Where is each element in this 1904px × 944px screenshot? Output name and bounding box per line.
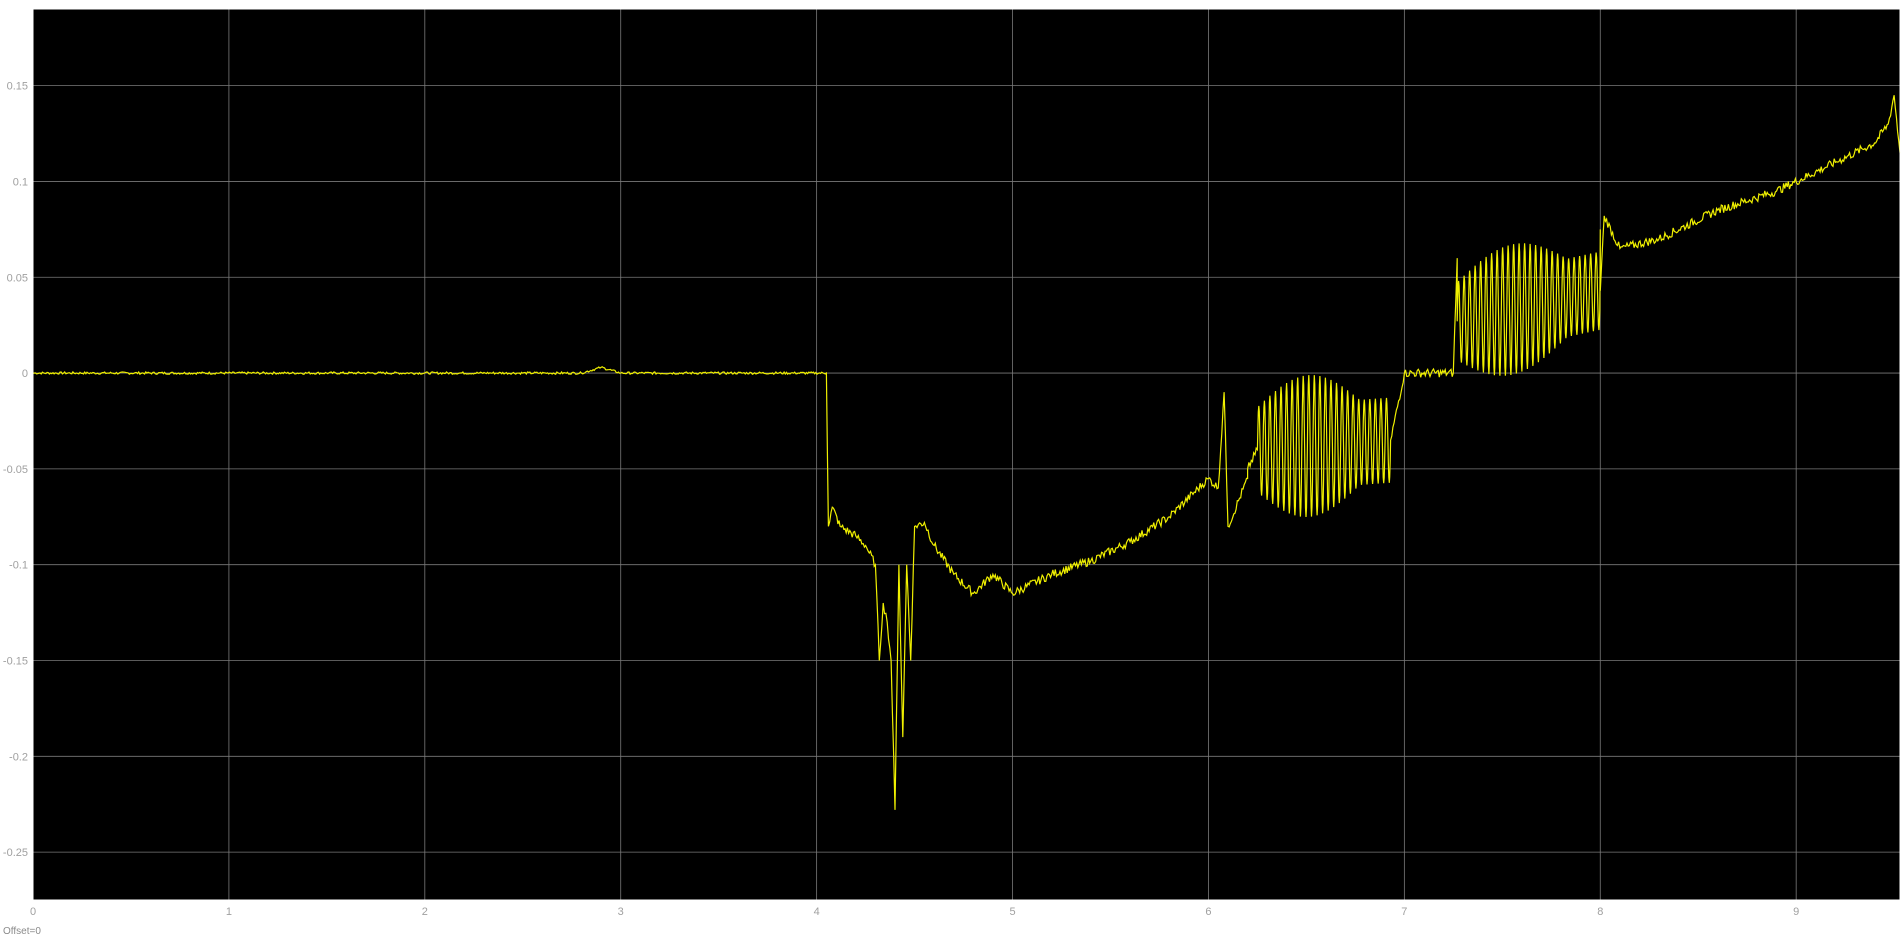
y-tick-label: -0.2 <box>9 751 28 763</box>
x-tick-label: 1 <box>226 906 232 918</box>
y-tick-label: 0.15 <box>7 81 28 93</box>
x-tick-label: 0 <box>30 906 36 918</box>
y-tick-label: -0.1 <box>9 560 28 572</box>
plot-area[interactable] <box>33 9 1900 900</box>
x-tick-label: 6 <box>1205 906 1211 918</box>
y-tick-label: -0.05 <box>3 464 28 476</box>
signal-trace <box>33 95 1901 810</box>
grid-lines <box>32 9 1900 900</box>
x-tick-label: 5 <box>1009 906 1015 918</box>
y-tick-label: -0.15 <box>3 655 28 667</box>
x-tick-label: 3 <box>618 906 624 918</box>
x-tick-label: 8 <box>1597 906 1603 918</box>
y-tick-label: 0.05 <box>7 272 28 284</box>
x-tick-label: 2 <box>422 906 428 918</box>
x-tick-label: 9 <box>1793 906 1799 918</box>
axis-ticks: 0 1 2 3 4 5 6 7 8 9 0.15 0.1 0.05 0 -0.05 -0.1 -0.15 -0.2… <box>3 81 1799 918</box>
x-tick-label: 7 <box>1401 906 1407 918</box>
y-tick-label: 0.1 <box>13 176 28 188</box>
x-tick-label: 4 <box>814 906 820 918</box>
y-tick-label: -0.25 <box>3 847 28 859</box>
signal-trace-group <box>33 95 1901 810</box>
plot-frame <box>32 8 1901 901</box>
offset-label: Offset=0 <box>3 926 41 937</box>
y-tick-label: 0 <box>22 368 28 380</box>
